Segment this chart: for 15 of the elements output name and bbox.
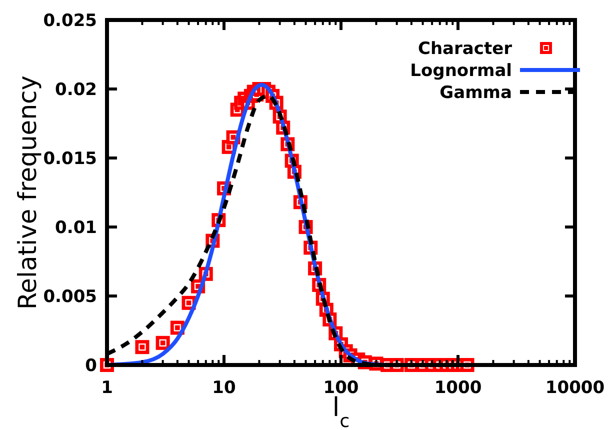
y-tick-label: 0.02 <box>55 80 97 100</box>
y-tick-label: 0.005 <box>43 286 97 307</box>
x-tick-label: 1000 <box>434 378 482 398</box>
legend-label: Gamma <box>440 82 512 103</box>
y-axis-title: Relative frequency <box>13 75 42 310</box>
legend-label: Lognormal <box>410 60 512 81</box>
y-tick-label: 0.025 <box>43 10 97 31</box>
x-axis-title: l$_{c}$ <box>332 393 350 430</box>
y-tick-label: 0.015 <box>43 148 97 169</box>
x-tick-label: 10000 <box>545 378 605 398</box>
legend-label: Character <box>418 38 513 59</box>
y-tick-label: 0 <box>85 356 98 376</box>
x-tick-label: 1 <box>101 378 113 398</box>
y-tick-label: 0.01 <box>55 218 97 238</box>
x-tick-label: 10 <box>212 378 236 398</box>
